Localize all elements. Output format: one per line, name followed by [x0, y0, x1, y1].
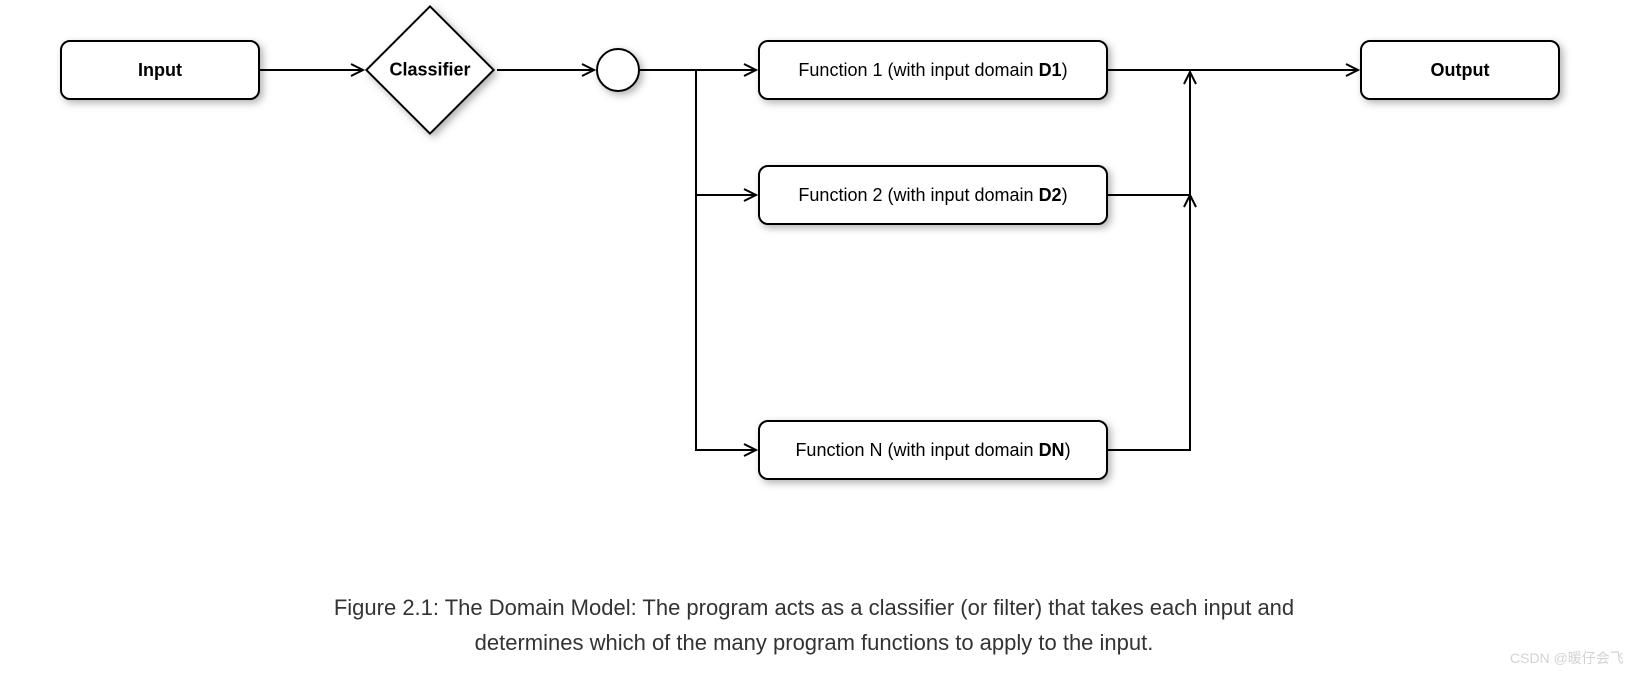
node-output: Output — [1360, 40, 1560, 100]
node-fn1-label: Function 1 (with input domain D1) — [798, 60, 1067, 81]
figure-caption: Figure 2.1: The Domain Model: The progra… — [0, 590, 1628, 660]
diagram-canvas: Input Classifier Function 1 (with input … — [0, 0, 1628, 684]
node-fnN: Function N (with input domain DN) — [758, 420, 1108, 480]
node-fn1: Function 1 (with input domain D1) — [758, 40, 1108, 100]
node-fnN-label: Function N (with input domain DN) — [795, 440, 1070, 461]
node-classifier: Classifier — [365, 5, 495, 135]
node-classifier-label: Classifier — [389, 60, 470, 81]
node-input: Input — [60, 40, 260, 100]
node-fn2-label: Function 2 (with input domain D2) — [798, 185, 1067, 206]
node-fn2: Function 2 (with input domain D2) — [758, 165, 1108, 225]
node-junction — [596, 48, 640, 92]
node-input-label: Input — [138, 60, 182, 81]
watermark-text: CSDN @暖仔会飞 — [1510, 648, 1624, 668]
edges-layer — [0, 0, 1628, 684]
node-output-label: Output — [1431, 60, 1490, 81]
